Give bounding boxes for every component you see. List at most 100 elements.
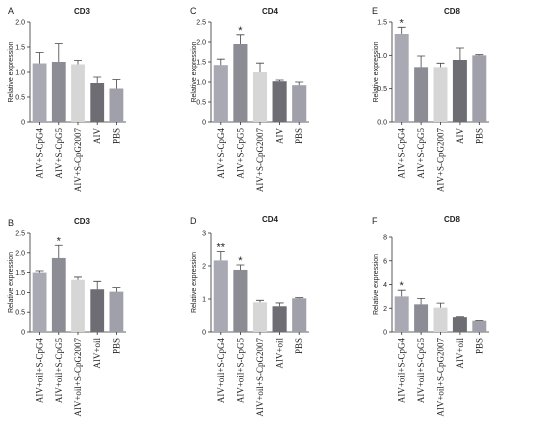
- x-tick-label: AIV+oil: [275, 338, 285, 369]
- panel-letter: D: [190, 216, 197, 226]
- panel-letter: B: [8, 218, 14, 228]
- panel-b: B CD3 Relative expression 0 0.5 1.0 1.5 2.0 2.5 A…: [8, 217, 126, 417]
- y-axis-label: Relative expression: [191, 41, 198, 102]
- error-bar: [436, 302, 445, 308]
- y-tick-label: 2.0: [196, 40, 206, 47]
- x-tick-label: AIV+oil+S-CpG2007: [255, 338, 265, 417]
- bar: [109, 88, 124, 122]
- y-axis-label: Relative expression: [8, 252, 15, 313]
- y-axis-label: Relative expression: [8, 41, 15, 102]
- error-bar: [397, 289, 406, 297]
- bar: [71, 279, 85, 332]
- significance-marker: *: [238, 25, 243, 37]
- bar: [452, 60, 467, 122]
- panel-e: E CD8 Relative expression 0.0 0.5 1.0 1.5 * AIV+…: [372, 6, 489, 192]
- bar: [252, 72, 268, 122]
- x-tick-label: AIV+oil: [92, 338, 102, 369]
- y-tick-label: 0.0: [377, 120, 387, 127]
- chart-title: CD3: [74, 217, 91, 226]
- bar: [233, 44, 248, 122]
- y-tick-label: 0.5: [15, 95, 25, 102]
- bar: [414, 67, 429, 122]
- bar: [272, 81, 287, 122]
- bar: [90, 289, 105, 332]
- y-tick-label: 1.5: [377, 20, 387, 27]
- bar: [213, 65, 228, 122]
- x-tick-label: AIV+oil+S-CpG2007: [436, 338, 446, 417]
- y-tick-label: 0.5: [196, 100, 206, 107]
- y-tick-label: 0.5: [15, 310, 25, 317]
- x-tick-label: AIV+S-CpG4: [397, 128, 407, 179]
- bar: [452, 317, 467, 332]
- bar: [32, 63, 47, 122]
- y-tick-label: 2.5: [196, 20, 206, 27]
- bar: [472, 55, 487, 123]
- panel-a: A CD3 Relative expression 0 0.5 1.0 1.5 2.0 AIV+…: [8, 6, 126, 192]
- y-tick-label: 2: [202, 264, 206, 271]
- x-tick-label: AIV+oil: [455, 338, 465, 369]
- error-bar: [256, 62, 264, 72]
- error-bar: [455, 47, 464, 60]
- chart-title: CD8: [444, 215, 461, 224]
- bar: [272, 306, 287, 332]
- x-tick-label: AIV+oil+S-CpG2007: [73, 338, 83, 417]
- x-tick-label: AIV+oil+S-CpG5: [235, 338, 245, 404]
- x-tick-label: AIV+S-CpG2007: [255, 128, 265, 193]
- y-tick-label: 0: [21, 330, 25, 337]
- bar: [51, 62, 66, 122]
- error-bar: [397, 26, 406, 34]
- y-tick-label: 0.5: [377, 86, 387, 93]
- y-tick-label: 2.0: [15, 20, 25, 27]
- bar: [213, 260, 228, 332]
- bar: [252, 302, 268, 332]
- significance-marker: *: [400, 17, 405, 29]
- x-tick-label: PBS: [474, 128, 484, 144]
- panel-letter: E: [372, 6, 378, 16]
- significance-marker: *: [57, 235, 62, 247]
- error-bar: [216, 58, 225, 66]
- error-bar: [216, 251, 225, 261]
- x-tick-label: AIV: [275, 128, 285, 144]
- significance-marker: *: [238, 255, 243, 267]
- significance-marker: **: [217, 241, 226, 253]
- bar: [32, 272, 47, 332]
- error-bar: [275, 79, 284, 82]
- error-bar: [436, 62, 445, 68]
- error-bar: [295, 297, 304, 299]
- x-tick-label: AIV+oil+S-CpG5: [54, 338, 64, 404]
- panel-f: F CD8 Relative expression 0 2 4 6 8 * AIV+oil+S-C…: [372, 215, 489, 417]
- x-tick-label: AIV+S-CpG2007: [436, 128, 446, 193]
- x-tick-label: AIV+oil+S-CpG4: [397, 338, 407, 404]
- y-tick-label: 1.5: [15, 45, 25, 52]
- y-axis-label: Relative expression: [191, 252, 198, 313]
- error-bar: [236, 34, 245, 44]
- chart-title: CD8: [444, 7, 461, 16]
- y-tick-label: 1.0: [377, 53, 387, 60]
- error-bar: [417, 297, 426, 305]
- error-bar: [295, 81, 304, 86]
- bar: [233, 269, 248, 332]
- significance-marker: *: [400, 280, 405, 292]
- error-bar: [112, 79, 121, 89]
- error-bar: [93, 280, 102, 290]
- error-bar: [35, 52, 44, 64]
- bar: [51, 257, 66, 332]
- panel-letter: A: [8, 6, 14, 16]
- bar: [90, 83, 105, 122]
- x-tick-label: AIV: [92, 128, 102, 144]
- error-bar: [475, 54, 484, 56]
- x-tick-label: AIV+oil+S-CpG4: [35, 338, 45, 404]
- y-tick-label: 0: [202, 120, 206, 127]
- x-tick-label: AIV+S-CpG4: [35, 128, 45, 179]
- y-tick-label: 1.0: [15, 290, 25, 297]
- bar: [109, 291, 124, 332]
- error-bar: [35, 270, 44, 273]
- panel-c: C CD4 Relative expression 0 0.5 1.0 1.5 2.0 2.5 A…: [190, 6, 309, 192]
- error-bar: [54, 43, 63, 62]
- chart-title: CD4: [262, 7, 279, 16]
- y-tick-label: 8: [383, 235, 387, 242]
- y-tick-label: 2.5: [15, 231, 25, 238]
- x-tick-label: AIV+oil+S-CpG4: [216, 338, 226, 404]
- chart-title: CD3: [74, 7, 91, 16]
